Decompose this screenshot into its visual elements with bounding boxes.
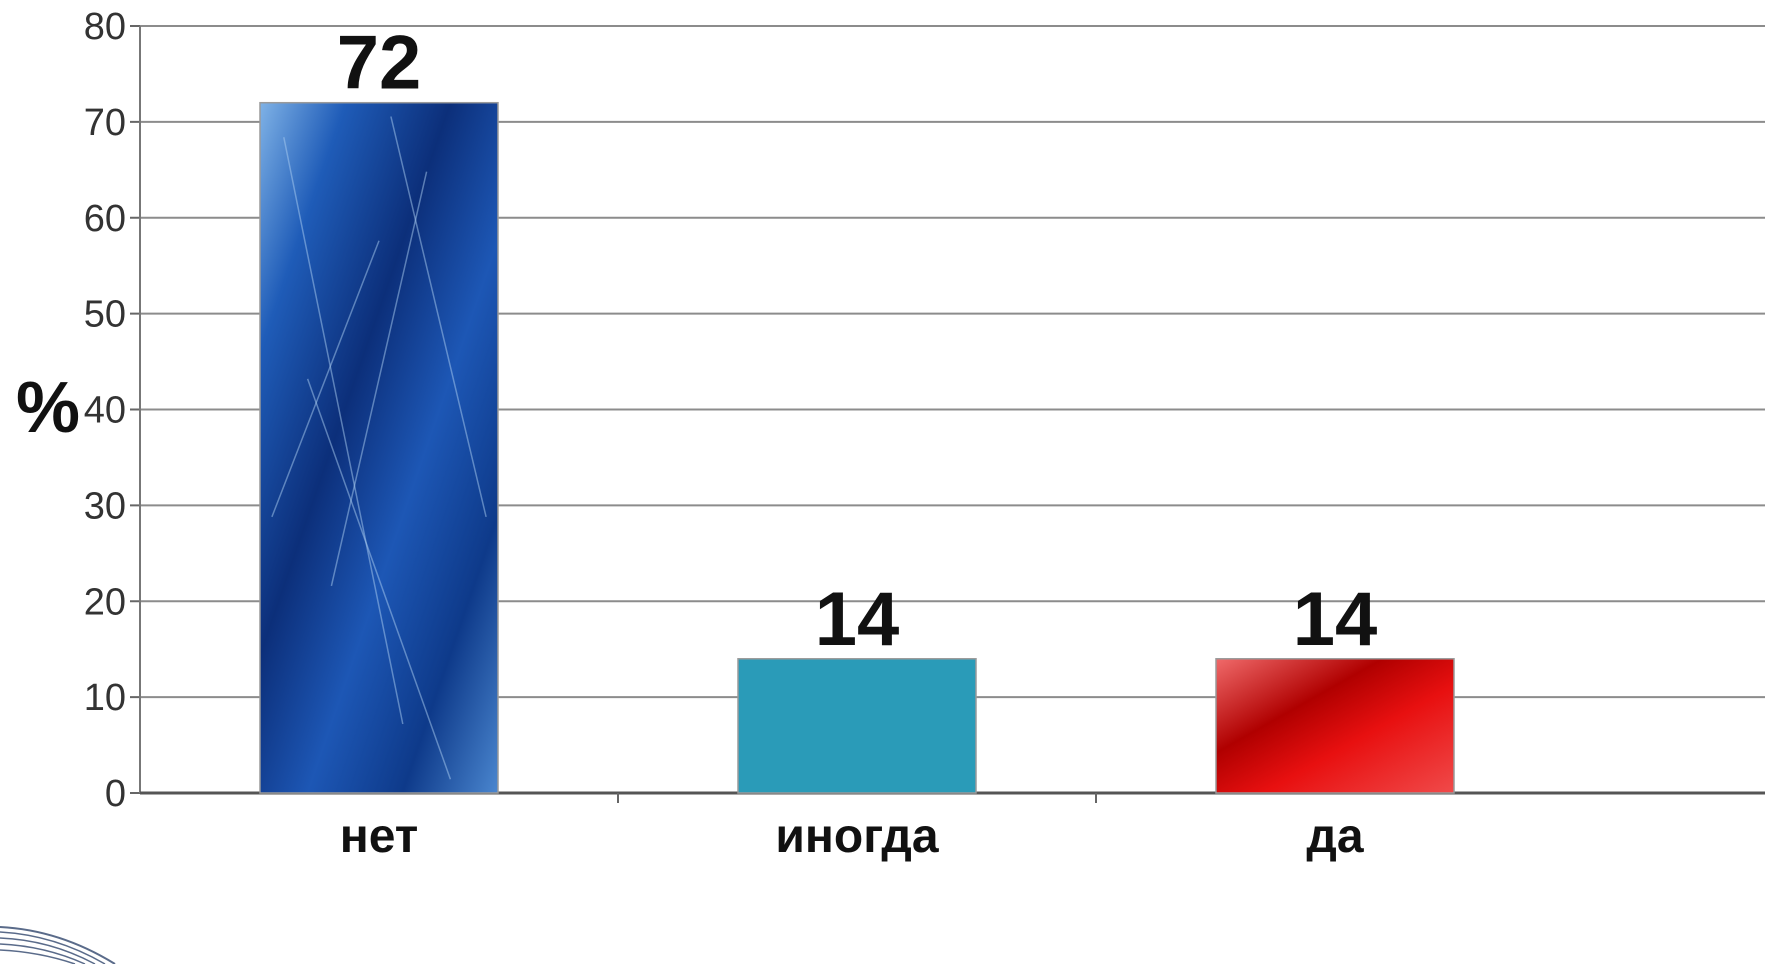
bar-2 xyxy=(1215,658,1455,794)
category-label-2: да xyxy=(1306,810,1363,863)
bar-1 xyxy=(737,658,977,794)
y-axis-label: % xyxy=(16,368,80,448)
bar-texture-streak xyxy=(283,137,404,725)
bar-texture-streak xyxy=(330,171,428,587)
y-tick-label: 20 xyxy=(84,581,126,623)
bar-texture-streak xyxy=(390,116,487,518)
labels: 0 10 20 30 40 50 60 70 80 72 нет 14 иногда 14 да xyxy=(84,6,1378,863)
data-label-1: 14 xyxy=(815,577,900,662)
data-label-2: 14 xyxy=(1293,577,1378,662)
bar-texture-streak xyxy=(271,240,380,518)
y-tick-label: 60 xyxy=(84,198,126,240)
y-tick-label: 10 xyxy=(84,677,126,719)
bars xyxy=(259,101,1455,794)
corner-decoration xyxy=(0,926,116,964)
y-tick-label: 40 xyxy=(84,390,126,432)
category-label-0: нет xyxy=(340,810,419,863)
y-tick-label: 0 xyxy=(105,773,126,815)
category-label-1: иногда xyxy=(775,810,938,863)
y-tick-label: 70 xyxy=(84,102,126,144)
y-tick-label: 50 xyxy=(84,294,126,336)
bar-texture-streak xyxy=(306,378,452,780)
y-tick-label: 80 xyxy=(84,6,126,48)
y-tick-label: 30 xyxy=(84,485,126,527)
data-label-0: 72 xyxy=(337,21,422,106)
bar-0 xyxy=(259,101,499,794)
